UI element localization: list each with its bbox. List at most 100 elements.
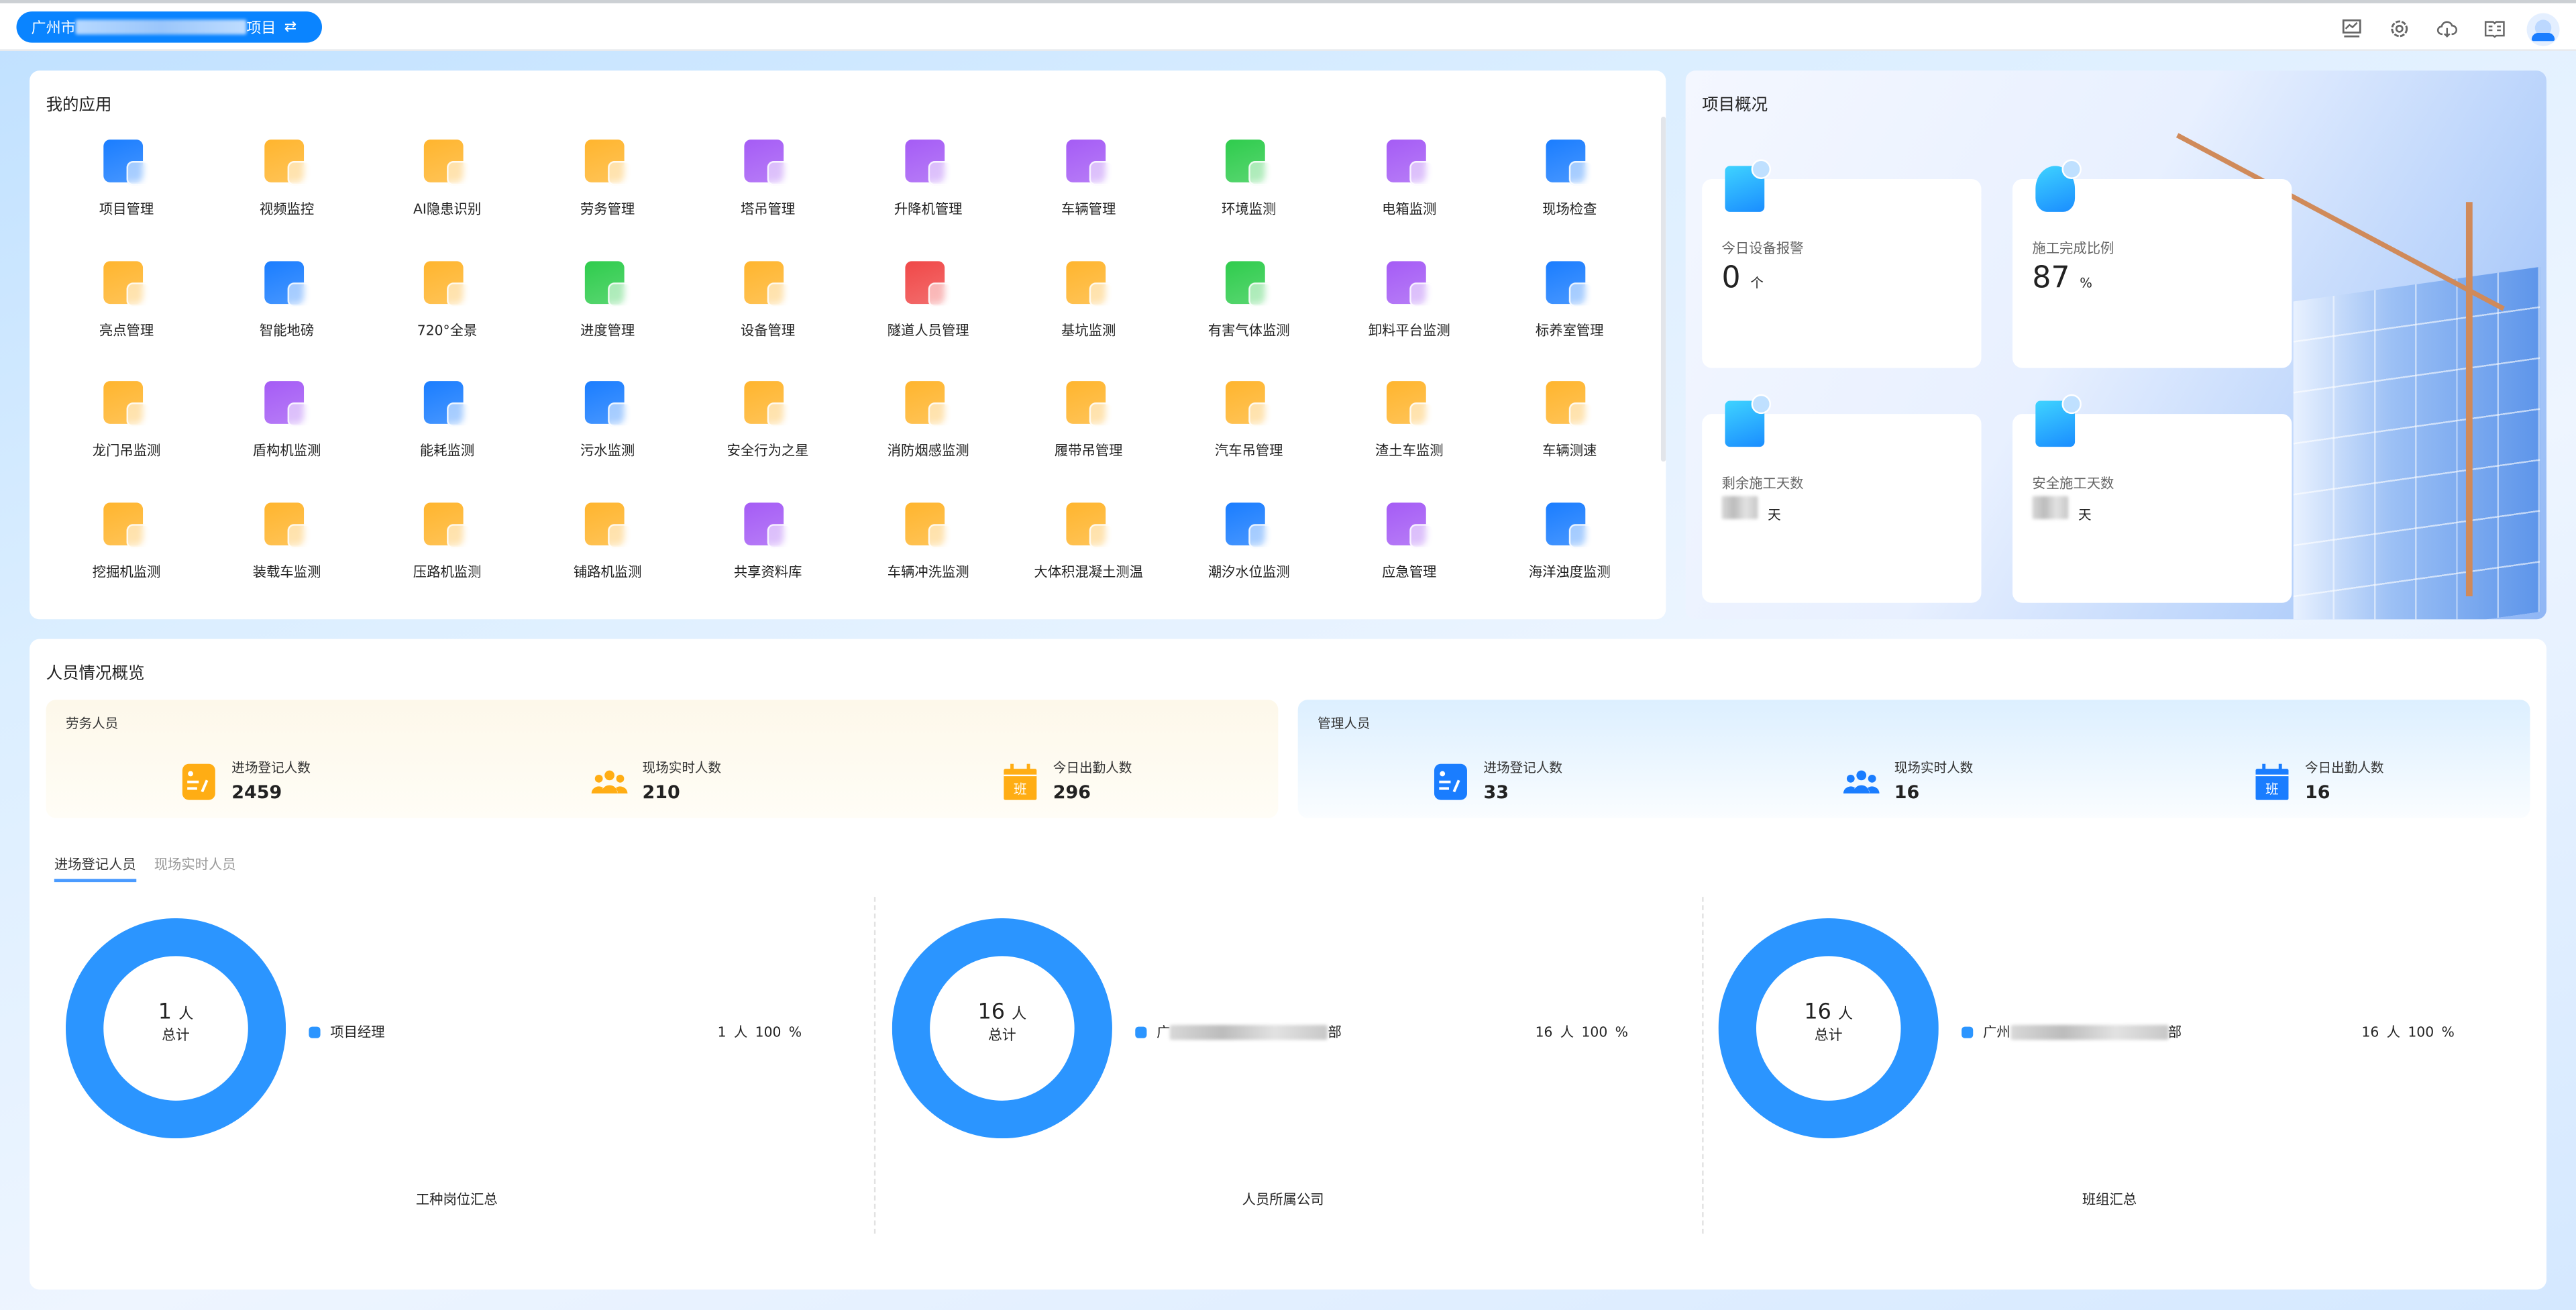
- app-tile[interactable]: 视频监控: [208, 136, 366, 218]
- app-tile[interactable]: 车辆管理: [1010, 136, 1167, 218]
- app-label: 电箱监测: [1382, 200, 1437, 217]
- app-label: 车辆冲洗监测: [887, 562, 969, 580]
- app-tile[interactable]: 有害气体监测: [1170, 257, 1328, 339]
- donut-center-label: 16 人总计: [892, 1000, 1112, 1044]
- avatar[interactable]: [2526, 13, 2560, 46]
- donut-slice[interactable]: [1718, 918, 1939, 1139]
- stat-item: 进场登记人数 33: [1433, 759, 1562, 804]
- app-tile[interactable]: 基坑监测: [1010, 257, 1167, 339]
- svg-text:班: 班: [2265, 781, 2279, 797]
- app-icon: [902, 378, 955, 430]
- app-tile[interactable]: 亮点管理: [48, 257, 205, 339]
- cloud-download-icon[interactable]: [2436, 18, 2458, 40]
- svg-text:班: 班: [1014, 781, 1027, 797]
- redacted-text: [75, 19, 247, 35]
- app-icon: [260, 257, 313, 309]
- app-icon: [1223, 136, 1275, 188]
- app-tile[interactable]: 潮汐水位监测: [1170, 498, 1328, 580]
- app-tile[interactable]: 标养室管理: [1491, 257, 1648, 339]
- app-tile[interactable]: 升降机管理: [849, 136, 1007, 218]
- donut-chart-section: 16 人总计广部 16 人 100 % 人员所属公司: [856, 897, 1678, 1234]
- app-tile[interactable]: 项目管理: [48, 136, 205, 218]
- app-tile[interactable]: 车辆冲洗监测: [849, 498, 1007, 580]
- app-label: 渣土车监测: [1375, 441, 1444, 459]
- app-label: 车辆测速: [1542, 441, 1597, 459]
- app-tile[interactable]: 隧道人员管理: [849, 257, 1007, 339]
- app-tile[interactable]: AI隐患识别: [368, 136, 526, 218]
- app-label: 智能地磅: [259, 321, 315, 338]
- app-tile[interactable]: 盾构机监测: [208, 378, 366, 459]
- app-icon: [421, 378, 473, 430]
- app-icon: [1544, 136, 1596, 188]
- legend-item[interactable]: 广部: [1135, 1022, 1342, 1041]
- app-tile[interactable]: 消防烟感监测: [849, 378, 1007, 459]
- app-tile[interactable]: 卸料平台监测: [1330, 257, 1488, 339]
- app-tile[interactable]: 装载车监测: [208, 498, 366, 580]
- legend-label: 广: [1157, 1023, 1171, 1040]
- register-icon: [182, 763, 215, 800]
- legend-item[interactable]: 项目经理: [309, 1022, 385, 1041]
- book-icon[interactable]: [2484, 18, 2506, 40]
- total-value: 16: [977, 1000, 1006, 1026]
- stat-value: 16: [1894, 781, 1920, 804]
- chart-caption: 班组汇总: [2082, 1191, 2137, 1208]
- stat-label: 剩余施工天数: [1721, 474, 1804, 492]
- legend-value: 16 人 100 %: [1536, 1022, 1628, 1041]
- app-tile[interactable]: 进度管理: [529, 257, 686, 339]
- app-icon: [1544, 498, 1596, 551]
- app-tile[interactable]: 塔吊管理: [689, 136, 847, 218]
- app-tile[interactable]: 污水监测: [529, 378, 686, 459]
- app-tile[interactable]: 汽车吊管理: [1170, 378, 1328, 459]
- panel-title: 项目概况: [1702, 97, 1768, 115]
- app-tile[interactable]: 铺路机监测: [529, 498, 686, 580]
- redacted-text: [1170, 1024, 1328, 1039]
- app-icon: [1383, 136, 1436, 188]
- app-tile[interactable]: 电箱监测: [1330, 136, 1488, 218]
- chart-caption: 工种岗位汇总: [415, 1191, 498, 1208]
- scrollbar[interactable]: [1660, 116, 1666, 462]
- building-illustration: [2293, 266, 2540, 620]
- app-tile[interactable]: 履带吊管理: [1010, 378, 1167, 459]
- legend-item[interactable]: 广州 部: [1962, 1022, 2182, 1041]
- tab-registered-personnel[interactable]: 进场登记人员: [54, 854, 136, 883]
- calendar-clock-icon: [2032, 394, 2098, 460]
- app-label: 有害气体监测: [1208, 321, 1290, 338]
- donut-slice[interactable]: [892, 918, 1112, 1139]
- donut-slice[interactable]: [65, 918, 286, 1139]
- app-tile[interactable]: 环境监测: [1170, 136, 1328, 218]
- app-tile[interactable]: 挖掘机监测: [48, 498, 205, 580]
- top-bar: 广州市 项目 ⇄: [0, 0, 2576, 51]
- stat-label: 进场登记人数: [1483, 760, 1562, 775]
- app-tile[interactable]: 能耗监测: [368, 378, 526, 459]
- project-switcher[interactable]: 广州市 项目 ⇄: [16, 11, 323, 43]
- app-tile[interactable]: 720°全景: [368, 257, 526, 339]
- monitor-chart-icon[interactable]: [2341, 18, 2363, 40]
- app-tile[interactable]: 设备管理: [689, 257, 847, 339]
- app-tile[interactable]: 车辆测速: [1491, 378, 1648, 459]
- app-tile[interactable]: 应急管理: [1330, 498, 1488, 580]
- app-tile[interactable]: 龙门吊监测: [48, 378, 205, 459]
- app-icon: [100, 498, 152, 551]
- app-tile[interactable]: 海洋浊度监测: [1491, 498, 1648, 580]
- app-icon: [100, 136, 152, 188]
- app-label: 安全行为之星: [727, 441, 809, 459]
- app-tile[interactable]: 大体积混凝土测温: [1010, 498, 1167, 580]
- app-tile[interactable]: 安全行为之星: [689, 378, 847, 459]
- app-tile[interactable]: 现场检查: [1491, 136, 1648, 218]
- legend-value: 16 人 100 %: [2361, 1022, 2454, 1041]
- gear-icon[interactable]: [2389, 18, 2410, 40]
- app-tile[interactable]: 压路机监测: [368, 498, 526, 580]
- personnel-tabs: 进场登记人员 现场实时人员: [54, 854, 236, 883]
- app-icon: [1223, 378, 1275, 430]
- app-tile[interactable]: 渣土车监测: [1330, 378, 1488, 459]
- app-tile[interactable]: 劳务管理: [529, 136, 686, 218]
- app-tile[interactable]: 智能地磅: [208, 257, 366, 339]
- app-icon: [421, 257, 473, 309]
- stat-label: 现场实时人数: [1894, 760, 1974, 775]
- project-name-suffix: 项目: [246, 21, 276, 38]
- app-icon: [741, 378, 794, 430]
- stat-value: 2459: [231, 781, 282, 804]
- app-label: 隧道人员管理: [887, 321, 969, 338]
- tab-onsite-personnel[interactable]: 现场实时人员: [154, 855, 236, 873]
- app-tile[interactable]: 共享资料库: [689, 498, 847, 580]
